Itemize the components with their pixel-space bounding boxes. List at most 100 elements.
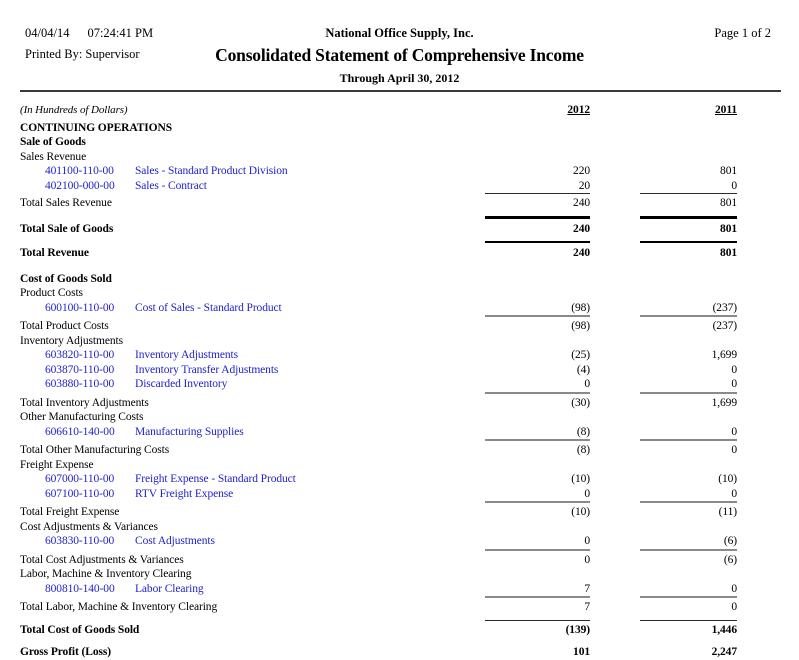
- value-2011: 0: [731, 179, 737, 192]
- row-label: Sales Revenue: [20, 150, 87, 163]
- print-time: 07:24:41 PM: [87, 26, 154, 40]
- value-2011: (6): [723, 535, 737, 547]
- report-row-account: 607100-110-00 RTV Freight Expense 0 0: [20, 487, 737, 502]
- value-2012: 0: [584, 378, 590, 390]
- account-description[interactable]: Sales - Standard Product Division: [135, 165, 288, 177]
- account-number[interactable]: 401100-110-00: [45, 165, 114, 177]
- account-number[interactable]: 603880-110-00: [45, 378, 115, 390]
- report-row-total: Total Freight Expense (10) (11): [20, 501, 737, 520]
- value-2011: (6): [640, 548, 737, 568]
- value-2011: 0: [640, 439, 737, 458]
- account-number[interactable]: 603870-110-00: [45, 363, 115, 376]
- value-2011: (10): [718, 473, 737, 485]
- report-row-account: 603830-110-00 Cost Adjustments 0 (6): [20, 534, 737, 549]
- account-number[interactable]: 607000-110-00: [45, 473, 115, 485]
- report-title: Consolidated Statement of Comprehensive …: [215, 45, 584, 65]
- value-2012: (8): [576, 425, 590, 438]
- account-description[interactable]: RTV Freight Expense: [135, 487, 234, 500]
- column-header-2012: 2012: [567, 104, 590, 116]
- account-description[interactable]: Labor Clearing: [135, 582, 204, 595]
- account-description[interactable]: Manufacturing Supplies: [135, 425, 244, 438]
- printed-by-value: Supervisor: [85, 47, 140, 61]
- account-number[interactable]: 800810-140-00: [45, 582, 115, 595]
- report-row-group: Labor, Machine & Inventory Clearing: [20, 567, 737, 582]
- row-label: Total Sale of Goods: [20, 222, 114, 235]
- report-row-account: 603820-110-00 Inventory Adjustments (25) 1,…: [20, 348, 737, 363]
- report-rows: CONTINUING OPERATIONS Sale of Goods Sales …: [20, 121, 799, 660]
- units-note: (In Hundreds of Dollars): [20, 104, 128, 116]
- value-2012: (139): [485, 619, 590, 638]
- value-2011: 801: [640, 241, 737, 261]
- value-2012: 0: [584, 535, 590, 547]
- report-row-total: Total Inventory Adjustments (30) 1,699: [20, 391, 737, 411]
- report-row-total: Total Other Manufacturing Costs (8) 0: [20, 439, 737, 458]
- account-row-label: 600100-110-00 Cost of Sales - Standard Pr…: [20, 301, 485, 316]
- report-subtitle: Through April 30, 2012: [339, 71, 460, 85]
- account-row-label: 607100-110-00 RTV Freight Expense: [20, 487, 485, 502]
- page-number: Page 1 of 2: [714, 26, 771, 40]
- printed-by-label: Printed By:: [25, 47, 83, 61]
- account-row-label: 603880-110-00 Discarded Inventory: [20, 377, 485, 392]
- row-label: Gross Profit (Loss): [20, 646, 111, 658]
- value-2011: 0: [640, 596, 737, 615]
- report-row-group: Sales Revenue: [20, 150, 737, 165]
- value-2012: (10): [571, 473, 590, 485]
- value-2012: (8): [485, 439, 590, 458]
- value-2012: (98): [571, 301, 590, 314]
- value-2012: (25): [571, 349, 590, 361]
- value-2011: 0: [731, 582, 737, 595]
- value-2012: (4): [576, 363, 590, 376]
- report-row-total2: Total Sale of Goods 240 801: [20, 215, 737, 237]
- value-2011: 801: [720, 165, 737, 177]
- report-row-section: Sale of Goods: [20, 135, 737, 150]
- account-number[interactable]: 402100-000-00: [45, 179, 115, 192]
- report-row-account: 402100-000-00 Sales - Contract 20 0: [20, 179, 737, 194]
- value-2011: 0: [731, 378, 737, 390]
- row-label: Total Product Costs: [20, 320, 109, 332]
- value-2012: 20: [578, 179, 590, 192]
- report-row-group: Cost Adjustments & Variances: [20, 520, 737, 535]
- row-label: Total Inventory Adjustments: [20, 396, 149, 409]
- value-2012: 240: [485, 241, 590, 261]
- account-row-label: 603870-110-00 Inventory Transfer Adjustme…: [20, 363, 485, 378]
- row-label: Total Labor, Machine & Inventory Clearin…: [20, 601, 218, 613]
- header-rule: [20, 90, 781, 92]
- value-2012: 7: [485, 596, 590, 615]
- row-label: Cost of Goods Sold: [20, 272, 112, 285]
- value-2012: 101: [573, 646, 590, 658]
- report-row-grand: Gross Profit (Loss) 101 2,247: [20, 645, 737, 660]
- value-2011: (237): [712, 301, 738, 314]
- account-description[interactable]: Cost of Sales - Standard Product: [135, 301, 282, 314]
- report-row-group: Product Costs: [20, 286, 737, 301]
- value-2012: (30): [485, 391, 590, 411]
- account-description[interactable]: Sales - Contract: [135, 179, 207, 192]
- account-description[interactable]: Freight Expense - Standard Product: [135, 473, 296, 485]
- value-2012: 0: [584, 487, 590, 500]
- value-2011: 1,699: [640, 391, 737, 411]
- report-row-total: Total Product Costs (98) (237): [20, 315, 737, 334]
- account-number[interactable]: 600100-110-00: [45, 301, 115, 314]
- report-row-group: Inventory Adjustments: [20, 334, 737, 349]
- row-label: Product Costs: [20, 287, 83, 299]
- row-label: Cost Adjustments & Variances: [20, 520, 158, 533]
- print-datetime: 04/04/14 07:24:41 PM: [25, 26, 153, 41]
- account-number[interactable]: 603820-110-00: [45, 349, 115, 361]
- account-description[interactable]: Discarded Inventory: [135, 378, 228, 390]
- report-row-account: 607000-110-00 Freight Expense - Standard …: [20, 472, 737, 487]
- row-label: Total Sales Revenue: [20, 197, 112, 209]
- company-name: National Office Supply, Inc.: [325, 26, 474, 40]
- value-2012: 7: [584, 582, 590, 595]
- account-description[interactable]: Cost Adjustments: [135, 535, 215, 547]
- account-row-label: 402100-000-00 Sales - Contract: [20, 179, 485, 194]
- report-row-total: Total Sales Revenue 240 801: [20, 193, 737, 211]
- value-2012: 240: [485, 215, 590, 237]
- value-2011: 0: [731, 363, 737, 376]
- report-row-account: 603870-110-00 Inventory Transfer Adjustme…: [20, 363, 737, 378]
- account-description[interactable]: Inventory Adjustments: [135, 349, 238, 361]
- value-2012: (98): [485, 315, 590, 334]
- account-number[interactable]: 606610-140-00: [45, 425, 115, 438]
- account-number[interactable]: 607100-110-00: [45, 487, 115, 500]
- row-label: Total Cost Adjustments & Variances: [20, 553, 184, 566]
- account-description[interactable]: Inventory Transfer Adjustments: [135, 363, 279, 376]
- account-number[interactable]: 603830-110-00: [45, 535, 115, 547]
